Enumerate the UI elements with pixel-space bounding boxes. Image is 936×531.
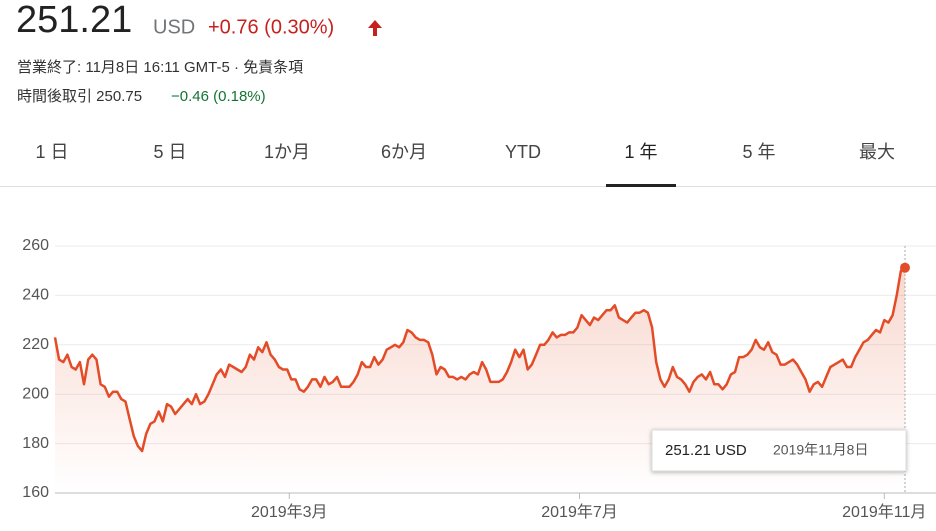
y-tick-label: 180 [22,435,49,452]
x-tick-label: 2019年7月 [541,503,618,521]
after-hours-change: −0.46 (0.18%) [171,88,266,105]
market-status: 営業終了: 11月8日 16:11 GMT-5 · 免責条項 [17,59,303,76]
y-tick-label: 240 [22,287,49,304]
price: 251.21 [16,0,132,41]
tab[interactable]: YTD [505,142,541,162]
up-arrow [368,20,382,36]
tooltip-date: 2019年11月8日 [773,442,868,458]
price-line [53,266,906,453]
hover-dot [900,262,910,273]
currency: USD [153,16,195,38]
tab[interactable]: 5 日 [153,142,186,162]
change: +0.76 (0.30%) [208,16,334,38]
tab[interactable]: 5 年 [742,142,775,162]
tooltip-box [651,429,907,472]
x-tick-label: 2019年11月 [842,503,926,521]
y-tick-label: 260 [22,237,49,254]
tab[interactable]: 6か月 [381,142,427,162]
after-hours: 時間後取引 250.75 [17,88,142,105]
y-tick-label: 160 [22,484,49,501]
tab[interactable]: 1 年 [624,142,657,162]
tab[interactable]: 1 日 [35,142,68,162]
tab[interactable]: 最大 [859,142,895,162]
tab-indicator [606,184,676,187]
x-tick-label: 2019年3月 [251,503,328,521]
tab[interactable]: 1か月 [264,142,310,162]
y-tick-label: 200 [22,385,49,402]
tooltip-value: 251.21 USD [665,442,747,459]
y-tick-label: 220 [22,336,49,353]
